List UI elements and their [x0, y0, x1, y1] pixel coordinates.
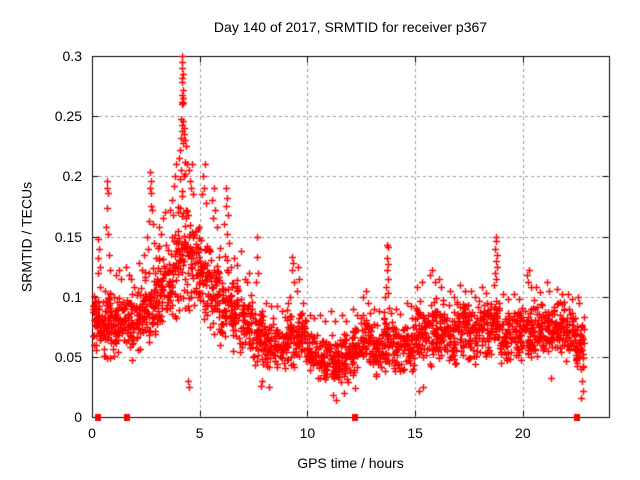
x-tick-label: 5 — [195, 425, 204, 441]
y-tick-label: 0.2 — [62, 168, 82, 185]
y-tick-label: 0.1 — [62, 288, 82, 305]
y-tick-label: 0.25 — [54, 108, 82, 125]
x-tick-label: 20 — [515, 425, 531, 441]
y-tick-label: 0.05 — [54, 348, 82, 365]
x-tick-label: 0 — [88, 425, 96, 441]
x-axis-label: GPS time / hours — [297, 455, 404, 471]
chart-title: Day 140 of 2017, SRMTID for receiver p36… — [213, 19, 488, 35]
x-tick-label: 15 — [407, 425, 423, 441]
y-tick-label: 0 — [74, 409, 82, 425]
y-tick-label: 0.3 — [62, 48, 82, 64]
y-tick-label: 0.15 — [54, 228, 82, 245]
x-tick-label: 10 — [299, 425, 316, 441]
